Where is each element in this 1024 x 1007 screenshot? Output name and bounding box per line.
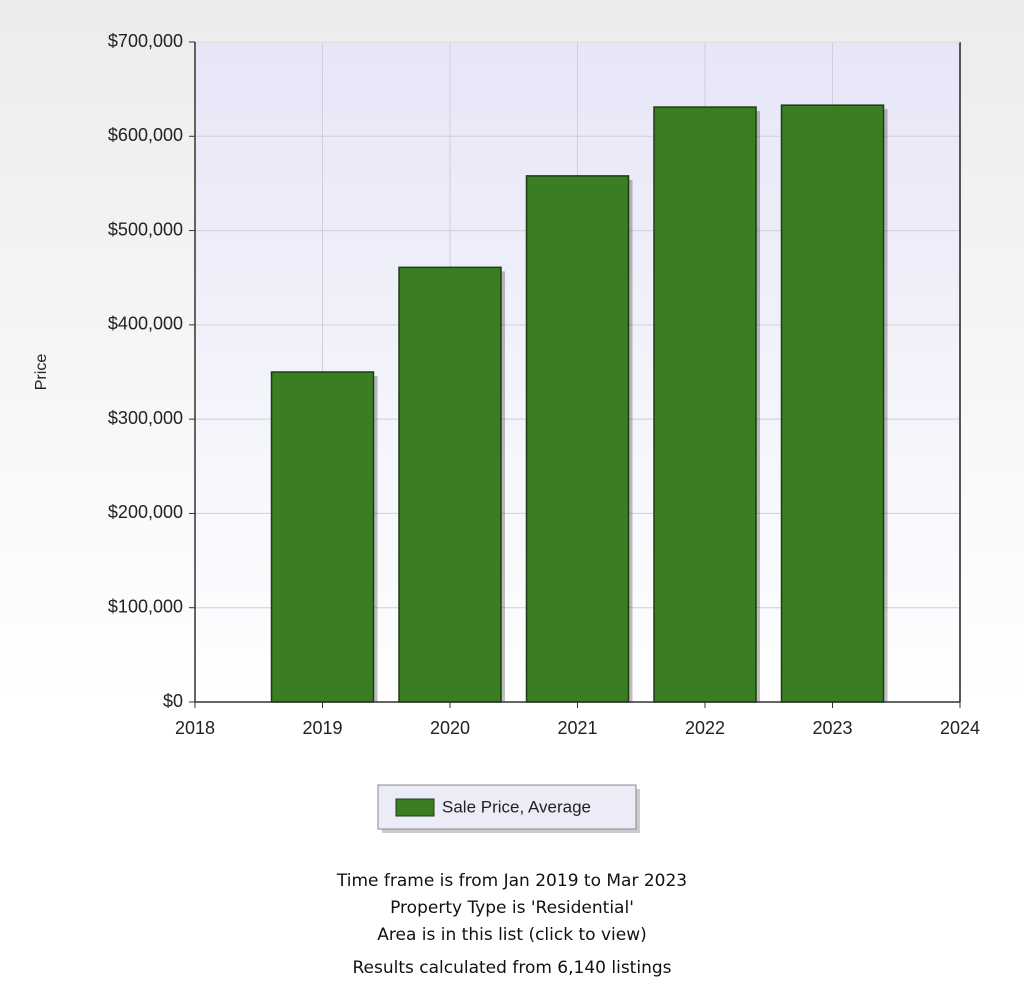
bar: [780, 104, 885, 703]
bar: [398, 266, 502, 703]
bar: [653, 106, 757, 703]
legend-label: Sale Price, Average: [442, 797, 591, 816]
y-tick-label: $500,000: [108, 219, 183, 239]
x-tick-label: 2023: [812, 718, 852, 738]
y-tick-label: $0: [163, 691, 183, 711]
y-tick-label: $100,000: [108, 596, 183, 616]
notes: Time frame is from Jan 2019 to Mar 2023 …: [0, 868, 1024, 982]
x-tick-label: 2018: [175, 718, 215, 738]
bar: [270, 371, 375, 703]
y-tick-label: $300,000: [108, 408, 183, 428]
x-tick-label: 2022: [685, 718, 725, 738]
chart: Price $0 $100,000 $200,000 $300,000 $400,000…: [33, 31, 980, 833]
y-tick-label: $600,000: [108, 125, 183, 145]
note: Results calculated from 6,140 listings: [352, 958, 672, 978]
legend-swatch: [395, 798, 435, 817]
y-axis-label: Price: [33, 354, 50, 391]
note: Time frame is from Jan 2019 to Mar 2023: [336, 871, 688, 891]
x-tick-label: 2020: [430, 718, 470, 738]
y-tick-label: $400,000: [108, 314, 183, 334]
y-tick-label: $700,000: [108, 31, 183, 51]
bar: [525, 175, 630, 703]
x-tick-label: 2024: [940, 718, 980, 738]
note: Property Type is 'Residential': [390, 898, 634, 918]
y-tick-label: $200,000: [108, 502, 183, 522]
note-link[interactable]: Area is in this list (click to view): [377, 925, 647, 945]
x-tick-label: 2021: [557, 718, 597, 738]
x-tick-label: 2019: [302, 718, 342, 738]
